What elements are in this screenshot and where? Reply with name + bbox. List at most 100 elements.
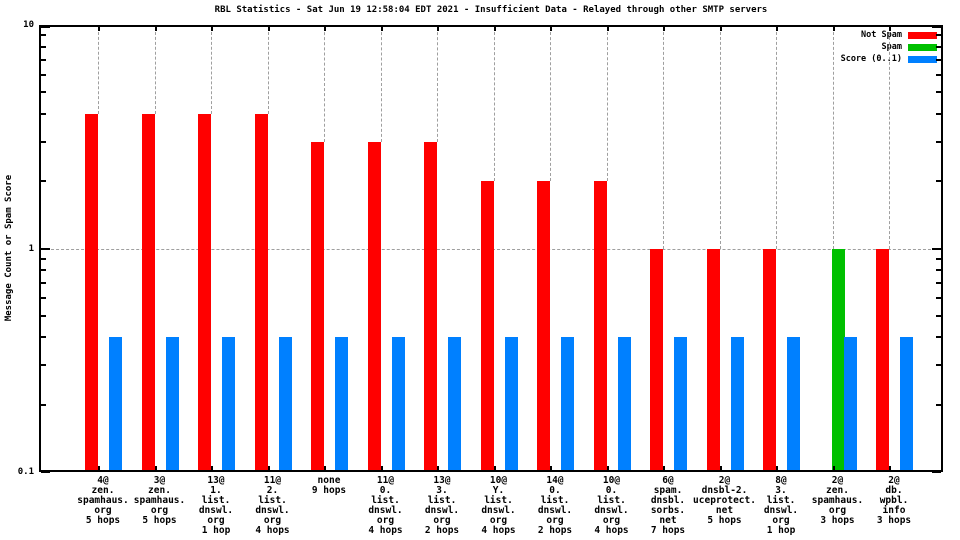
- x-tick-label-line: 1.: [210, 485, 222, 496]
- bar-spam: [831, 248, 845, 470]
- x-tick-label-line: 4 hops: [481, 525, 516, 536]
- y-tick-minor: [41, 314, 46, 317]
- x-tick-label-line: dnswl.: [368, 505, 403, 516]
- y-tick-minor: [936, 269, 941, 272]
- y-tick-major: [41, 471, 50, 473]
- gridline-x: [267, 27, 269, 114]
- x-tick-top: [550, 27, 552, 31]
- y-tick-minor: [41, 297, 46, 300]
- bar-not-spam: [424, 141, 437, 470]
- gridline-x: [437, 27, 438, 142]
- x-tick-label-line: dnswl.: [537, 505, 573, 516]
- legend-label: Not Spam: [861, 29, 902, 40]
- x-tick-label-line: net: [659, 515, 677, 526]
- legend-swatch: [908, 31, 937, 39]
- y-tick-major: [41, 26, 50, 28]
- x-tick-label-line: spamhaus.: [77, 495, 129, 506]
- x-tick-label-line: info: [882, 505, 906, 516]
- legend-row: Not Spam: [841, 29, 937, 41]
- gridline-x: [606, 27, 608, 182]
- y-tick-minor: [936, 364, 941, 367]
- x-tick-top: [889, 27, 891, 31]
- x-tick-top: [832, 27, 835, 31]
- bar-not-spam: [311, 141, 324, 470]
- x-tick-label-line: 11@: [376, 475, 395, 486]
- gridline-x: [154, 27, 156, 114]
- x-tick-bottom: [380, 466, 383, 470]
- x-tick-label-line: list.: [597, 495, 626, 506]
- x-tick-label-line: list.: [766, 495, 796, 506]
- x-tick-bottom: [324, 466, 326, 470]
- legend-row: Spam: [841, 41, 937, 53]
- x-tick-label: 11@ 0. list. dnswl. org 4 hops: [351, 476, 421, 536]
- x-tick-label-line: dnswl.: [198, 505, 234, 516]
- x-tick-label-line: org: [207, 515, 225, 526]
- x-tick-bottom: [267, 466, 270, 470]
- y-tick-major: [932, 26, 941, 28]
- bar-not-spam: [706, 248, 720, 470]
- x-tick-label-line: dnsbl.: [650, 495, 686, 506]
- legend: Not Spam Spam Score (0..1): [841, 29, 937, 65]
- gridline-x: [98, 27, 99, 114]
- x-tick-label-line: net: [715, 505, 734, 516]
- x-tick-bottom: [719, 466, 722, 470]
- x-tick-top: [606, 27, 609, 31]
- x-tick-top: [267, 27, 270, 31]
- x-tick-label-line: 10@: [602, 475, 621, 486]
- x-tick-label-line: dnswl.: [424, 505, 460, 516]
- x-tick-bottom: [832, 466, 835, 470]
- x-tick-label-line: uceprotect.: [693, 495, 756, 506]
- y-tick-label: 0.1: [17, 467, 34, 477]
- x-tick-bottom: [154, 466, 157, 470]
- x-tick-bottom: [606, 466, 609, 470]
- x-tick-label-line: 3.: [436, 485, 448, 496]
- y-tick-major: [41, 247, 50, 250]
- y-tick-minor: [41, 58, 46, 61]
- x-tick-label-line: 13@: [433, 475, 451, 486]
- x-tick-label-line: 7 hops: [650, 525, 686, 536]
- x-tick-label-line: dnswl.: [255, 505, 290, 516]
- x-tick-label-line: org: [263, 515, 282, 526]
- x-tick-bottom: [98, 466, 100, 470]
- x-tick-label: 2@ db. wpbl. info 3 hops: [859, 476, 929, 526]
- x-tick-label-line: 2@: [888, 475, 900, 486]
- legend-swatch: [908, 55, 937, 63]
- x-tick-label: 13@ 3. list. dnswl. org 2 hops: [407, 476, 477, 536]
- bar-score: [448, 337, 461, 470]
- x-tick-label-line: zen.: [91, 485, 115, 496]
- x-tick-label-line: spamhaus.: [811, 495, 864, 506]
- gridline-x: [211, 27, 212, 114]
- x-tick-label-line: zen.: [148, 485, 171, 496]
- x-tick-label-line: list.: [427, 495, 457, 506]
- x-tick-top: [380, 27, 383, 31]
- y-tick-major: [932, 471, 941, 473]
- x-tick-label-line: dnswl.: [481, 505, 516, 516]
- y-tick-minor: [936, 257, 941, 260]
- x-tick-top: [719, 27, 722, 31]
- bar-not-spam: [876, 248, 889, 470]
- x-tick-label-line: 2 hops: [424, 525, 460, 536]
- bar-score: [504, 337, 518, 470]
- gridline-x: [719, 27, 721, 249]
- y-tick-minor: [936, 140, 941, 143]
- bar-not-spam: [254, 113, 268, 470]
- x-tick-label-line: 14@: [546, 475, 564, 486]
- y-tick-minor: [41, 282, 46, 285]
- x-tick-label-line: 10@: [489, 475, 508, 486]
- x-tick-label-line: none: [317, 475, 341, 486]
- y-tick-minor: [936, 403, 941, 406]
- y-tick-minor: [41, 180, 46, 183]
- x-tick-top: [663, 27, 665, 31]
- x-tick-label-line: spam.: [653, 485, 683, 496]
- bar-score: [730, 337, 744, 470]
- y-tick-minor: [936, 282, 941, 285]
- bar-not-spam: [593, 181, 607, 470]
- x-tick-label-line: dnsbl-2.: [701, 485, 748, 496]
- y-tick-minor: [936, 336, 941, 339]
- x-tick-label-line: 5 hops: [142, 515, 177, 526]
- y-tick-minor: [936, 73, 941, 76]
- x-tick-label: 3@ zen. spamhaus. org 5 hops: [125, 476, 195, 526]
- y-tick-minor: [936, 180, 941, 183]
- x-tick-label-line: 4 hops: [368, 525, 403, 536]
- y-tick-label: 10: [23, 20, 34, 30]
